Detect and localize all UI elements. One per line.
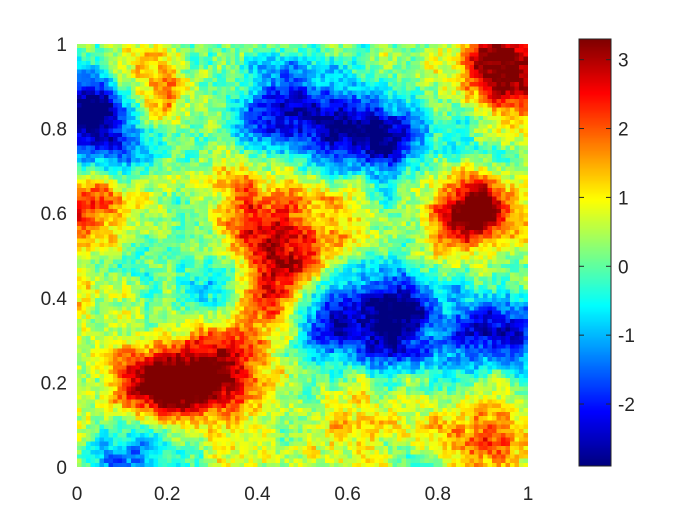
x-tick-label: 0.2 (154, 484, 180, 505)
y-tick-label: 0.2 (41, 373, 67, 394)
heatmap-field (77, 44, 528, 467)
colorbar-frame (578, 38, 612, 467)
y-axis-ticks: 0 0.2 0.4 0.6 0.8 1 (41, 35, 68, 479)
y-tick-label: 0.6 (41, 204, 67, 225)
colorbar-tick-label: -1 (618, 326, 635, 347)
colorbar-tick-label: -2 (618, 395, 635, 416)
x-tick-label: 1 (523, 484, 534, 505)
y-tick-label: 0.4 (41, 289, 68, 310)
colorbar-tick-label: 2 (618, 120, 629, 141)
colorbar-tick-label: 1 (618, 188, 629, 209)
y-tick-label: 0 (56, 458, 67, 479)
x-tick-label: 0.6 (334, 484, 360, 505)
x-tick-label: 0.8 (425, 484, 451, 505)
x-tick-label: 0.4 (244, 484, 271, 505)
colorbar-tick-label: 0 (618, 257, 629, 278)
colorbar-tick-label: 3 (618, 51, 629, 72)
x-axis-ticks: 0 0.2 0.4 0.6 0.8 1 (72, 484, 534, 505)
colorbar-ticks: -2 -1 0 1 2 3 (579, 51, 635, 416)
y-tick-label: 1 (56, 35, 67, 56)
colorbar (579, 39, 611, 466)
y-tick-label: 0.8 (41, 120, 67, 141)
x-tick-label: 0 (72, 484, 83, 505)
